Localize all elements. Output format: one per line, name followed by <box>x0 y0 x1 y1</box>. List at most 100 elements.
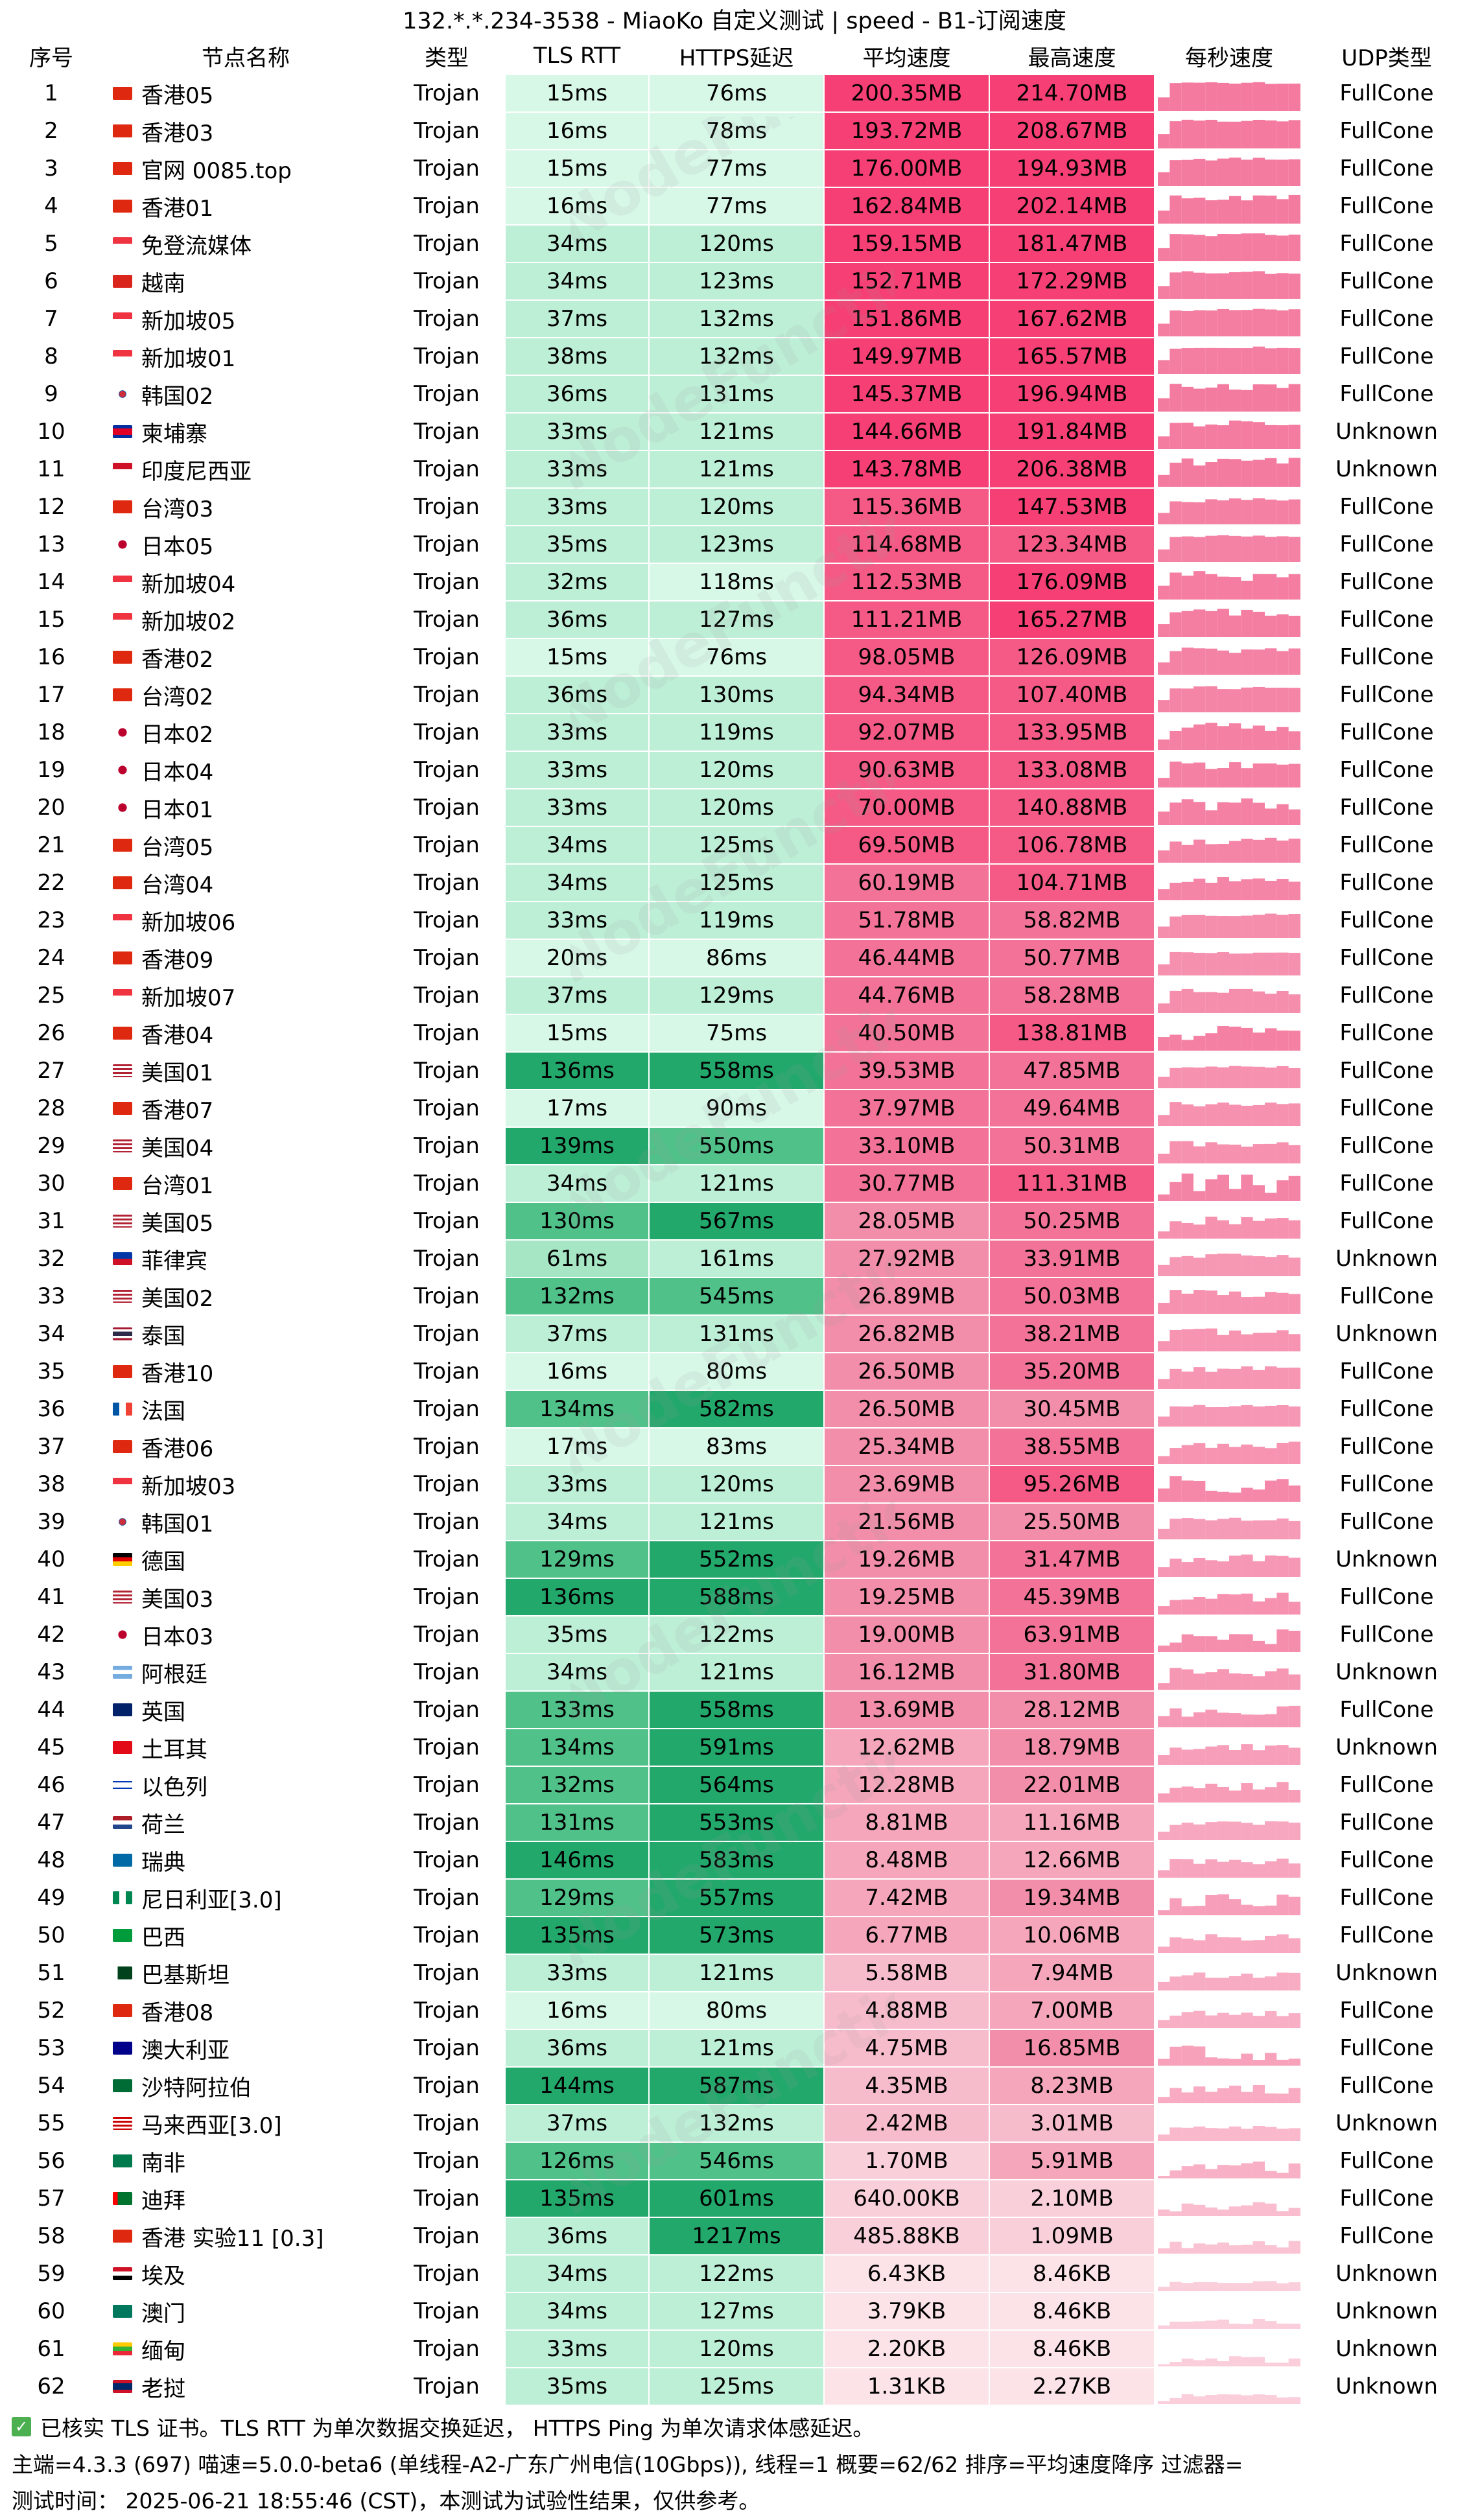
speed-sparkline <box>1158 571 1300 600</box>
sparkline-bar <box>1252 649 1265 675</box>
sparkline-bar <box>1252 574 1265 600</box>
header-node-name[interactable]: 节点名称 <box>104 38 389 74</box>
sparkline-bar <box>1205 2358 1217 2366</box>
sparkline-bar <box>1252 2059 1265 2066</box>
sparkline-bar <box>1276 1782 1289 1802</box>
sparkline-bar <box>1229 2283 1241 2291</box>
speed-sparkline <box>1158 1744 1300 1765</box>
header-per-second-speed[interactable]: 每秒速度 <box>1155 38 1304 74</box>
sparkline-bar <box>1181 159 1193 186</box>
header-tls-rtt[interactable]: TLS RTT <box>506 38 650 74</box>
cell-avg-speed: 94.34MB <box>825 677 990 713</box>
cell-max-speed: 133.08MB <box>990 752 1155 788</box>
cell-node-name: 美国04 <box>104 1128 389 1164</box>
sparkline-bar <box>1252 82 1265 111</box>
header-https-latency[interactable]: HTTPS延迟 <box>650 38 825 74</box>
cell-tls-rtt: 136ms <box>506 1579 650 1615</box>
cell-udp-type: Unknown <box>1335 1659 1438 1685</box>
sparkline-bar <box>1158 1456 1170 1464</box>
sparkline-bar <box>1205 2169 1217 2178</box>
sparkline-bar <box>1229 577 1241 600</box>
sparkline-bar <box>1252 2281 1265 2291</box>
cell-node-name: 泰国 <box>104 1316 389 1352</box>
sparkline-bar <box>1288 1823 1300 1840</box>
sparkline-bar <box>1241 1714 1253 1727</box>
sparkline-bar <box>1169 1257 1182 1276</box>
node-name-text: 台湾01 <box>141 1172 214 1199</box>
sparkline-bar <box>1241 272 1253 299</box>
cell-type: Trojan <box>389 1128 506 1164</box>
sparkline-bar <box>1181 2358 1193 2366</box>
cell-per-second-speed <box>1155 902 1304 939</box>
sparkline-bar <box>1229 1104 1241 1126</box>
sparkline-bar <box>1205 1560 1217 1577</box>
sparkline-bar <box>1193 648 1206 675</box>
sparkline-bar <box>1158 210 1170 224</box>
cell-udp-type: FullCone <box>1339 2223 1434 2249</box>
sparkline-bar <box>1205 574 1217 600</box>
sparkline-bar <box>1158 1645 1170 1652</box>
sparkline-bar <box>1265 1292 1277 1314</box>
cell-avg-speed: 149.97MB <box>825 338 990 375</box>
cell-max-speed: 3.01MB <box>990 2105 1155 2141</box>
speed-sparkline <box>1158 723 1300 750</box>
sparkline-bar <box>1229 881 1241 900</box>
sparkline-bar <box>1205 1978 1217 1990</box>
cell-tls-rtt: 33ms <box>506 714 650 751</box>
sparkline-bar <box>1252 498 1265 524</box>
flag-hk-icon <box>113 651 132 664</box>
cell-type: Trojan <box>389 601 506 638</box>
sparkline-bar <box>1252 2161 1265 2178</box>
cell-tls-rtt: 32ms <box>506 564 650 600</box>
sparkline-bar <box>1288 458 1300 487</box>
cell-tls-rtt: 33ms <box>506 2331 650 2367</box>
header-max-speed[interactable]: 最高速度 <box>990 38 1155 74</box>
cell-index: 35 <box>0 1353 104 1390</box>
header-udp-type[interactable]: UDP类型 <box>1341 45 1432 71</box>
cell-udp-type: FullCone <box>1339 569 1434 595</box>
sparkline-bar <box>1241 500 1253 524</box>
cell-udp-type: FullCone <box>1339 231 1434 257</box>
table-row: 53 澳大利亚 Trojan 36ms 121ms 4.75MB 16.85MB FullCo… <box>0 2030 1469 2068</box>
header-type[interactable]: 类型 <box>389 38 506 74</box>
cell-max-speed: 49.64MB <box>990 1090 1155 1126</box>
sparkline-bar <box>1181 2046 1193 2066</box>
cell-node-name: 台湾03 <box>104 489 389 525</box>
cell-avg-speed: 2.42MB <box>825 2105 990 2141</box>
header-index[interactable]: 序号 <box>0 38 104 74</box>
header-avg-speed[interactable]: 平均速度 <box>825 38 990 74</box>
sparkline-bar <box>1217 309 1229 336</box>
cell-https-latency: 123ms <box>650 526 825 563</box>
sparkline-bar <box>1181 2166 1193 2178</box>
cell-max-speed: 8.46KB <box>990 2331 1155 2367</box>
flag-mm-icon <box>113 2342 132 2355</box>
sparkline-bar <box>1288 648 1300 675</box>
sparkline-bar <box>1169 1102 1182 1126</box>
sparkline-bar <box>1229 988 1241 1013</box>
sparkline-bar <box>1252 2125 1265 2141</box>
sparkline-bar <box>1241 988 1253 1013</box>
sparkline-bar <box>1205 1371 1217 1389</box>
sparkline-bar <box>1276 463 1289 487</box>
sparkline-bar <box>1276 764 1289 788</box>
speed-sparkline <box>1158 2084 1300 2103</box>
sparkline-bar <box>1169 2127 1182 2141</box>
sparkline-bar <box>1288 1485 1300 1502</box>
sparkline-bar <box>1252 952 1265 975</box>
sparkline-bar <box>1193 762 1206 788</box>
cell-avg-speed: 114.68MB <box>825 526 990 563</box>
cell-type: Trojan <box>389 1278 506 1314</box>
cell-per-second-speed <box>1155 150 1304 187</box>
sparkline-bar <box>1217 1639 1229 1652</box>
sparkline-bar <box>1288 1558 1300 1577</box>
cell-index: 51 <box>0 1955 104 1991</box>
cell-per-second-speed <box>1155 1165 1304 1202</box>
sparkline-bar <box>1193 1329 1206 1351</box>
cell-https-latency: 120ms <box>650 2331 825 2367</box>
cell-type: Trojan <box>389 789 506 826</box>
flag-au-icon <box>113 2042 132 2055</box>
cell-https-latency: 120ms <box>650 489 825 525</box>
sparkline-bar <box>1265 1366 1277 1389</box>
sparkline-bar <box>1252 1256 1265 1276</box>
footer-tls-note: 已核实 TLS 证书。TLS RTT 为单次数据交换延迟， HTTPS Ping… <box>40 2416 875 2441</box>
